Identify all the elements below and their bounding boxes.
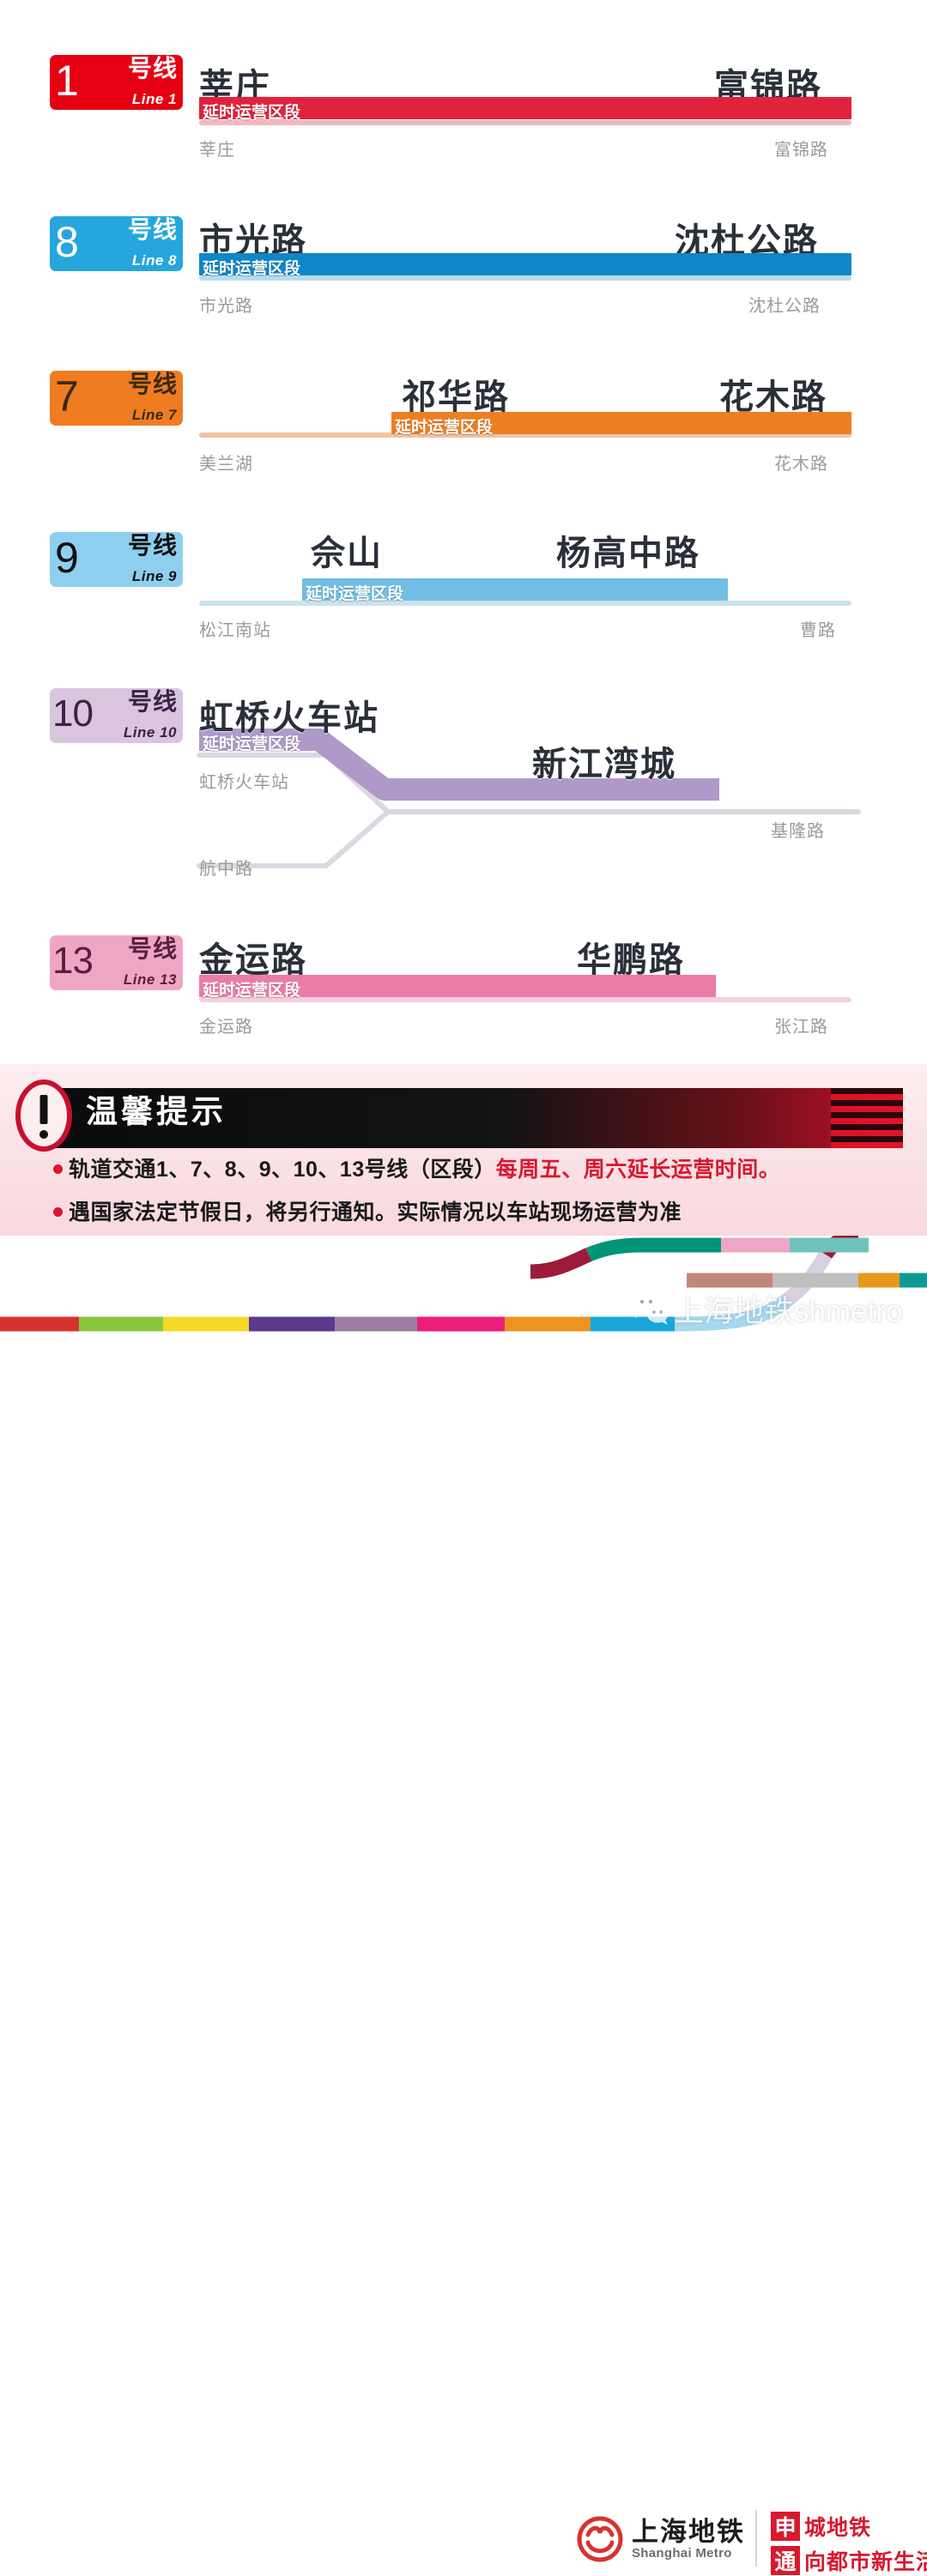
line-badge-hao: 号线	[127, 216, 178, 243]
terminus-start-label-13: 金运路	[199, 1018, 253, 1037]
line-badge-number: 1	[55, 57, 79, 105]
tagline-row-2: 通 向都市新生活	[771, 2545, 927, 2576]
notice-title: 温馨提示	[86, 1094, 227, 1129]
tagline-rest-2: 向都市新生活	[804, 2550, 927, 2574]
footer-tagline: 申 城地铁 通 向都市新生活	[771, 2511, 927, 2576]
line-badge-en: Line 13	[123, 971, 177, 988]
terminus-end-label-9: 曹路	[800, 621, 836, 640]
line-badge-1: 1 号线 Line 1	[50, 55, 183, 110]
extended-segment-label-7: 延时运营区段	[395, 419, 494, 437]
notice-title-bar	[33, 1088, 903, 1148]
line-badge-7: 7 号线 Line 7	[50, 371, 183, 426]
extended-segment-label-10: 延时运营区段	[203, 735, 301, 753]
line-badge-hao: 号线	[127, 688, 178, 715]
terminus-start2-label-10: 航中路	[199, 860, 253, 879]
exclamation-icon	[15, 1079, 72, 1152]
ext-end-station-7: 花木路	[719, 378, 827, 416]
line-badge-hao: 号线	[127, 935, 178, 962]
extended-segment-label-1: 延时运营区段	[203, 104, 301, 122]
ext-end-station-9: 杨高中路	[556, 535, 700, 572]
line-badge-en: Line 8	[131, 252, 177, 269]
line-badge-number: 8	[55, 218, 79, 266]
line-badge-en: Line 7	[131, 407, 177, 423]
notice-bullet-1-plain: 轨道交通1、7、8、9、10、13号线（区段）	[69, 1158, 496, 1182]
line-badge-13: 13 号线 Line 13	[50, 935, 183, 990]
extended-segment-bar-8	[199, 253, 851, 275]
metro-color-ribbon	[0, 1236, 927, 1332]
logo-text-block: 上海地铁 Shanghai Metro	[632, 2518, 745, 2561]
logo-title-en: Shanghai Metro	[632, 2546, 732, 2561]
terminus-start-label-1: 莘庄	[199, 141, 235, 160]
tagline-rest-1: 城地铁	[804, 2516, 872, 2540]
terminus-start-label-9: 松江南站	[199, 621, 271, 640]
line-full-rule-8	[199, 275, 851, 281]
extended-segment-bar-1	[199, 97, 851, 119]
extended-segment-bar-7	[391, 412, 851, 434]
line-badge-number: 9	[55, 534, 79, 582]
extended-segment-label-8: 延时运营区段	[203, 260, 301, 278]
bullet-dot	[53, 1207, 63, 1217]
terminus-end-label-13: 张江路	[774, 1018, 828, 1037]
terminus-end-label-8: 沈杜公路	[748, 297, 821, 316]
line-full-rule-7	[199, 432, 851, 438]
terminus-start-label-10: 虹桥火车站	[199, 773, 289, 792]
shanghai-metro-logo: 上海地铁 Shanghai Metro	[577, 2516, 745, 2562]
line-badge-number: 7	[55, 372, 79, 420]
terminus-end-label-7: 花木路	[774, 455, 828, 474]
ext-end-station-13: 华鹏路	[577, 941, 685, 979]
line-badge-10: 10 号线 Line 10	[50, 688, 183, 743]
extended-segment-bar-9	[302, 578, 728, 601]
metro-lines-panel: 1 号线 Line 1 莘庄 富锦路 延时运营区段 莘庄 富锦路 8 号线 Li…	[0, 0, 927, 1064]
line-badge-number: 10	[52, 692, 94, 735]
metro-logo-icon	[577, 2516, 623, 2562]
line-badge-en: Line 1	[131, 91, 177, 107]
line-badge-en: Line 9	[131, 568, 177, 584]
notice-bullet-1: 轨道交通1、7、8、9、10、13号线（区段）每周五、周六延长运营时间。	[69, 1152, 780, 1183]
ext-start-station-13: 金运路	[199, 941, 307, 979]
line-badge-9: 9 号线 Line 9	[50, 532, 183, 587]
ext-start-station-7: 祁华路	[402, 378, 510, 416]
terminus-end-label-1: 富锦路	[774, 141, 828, 160]
footer-divider	[755, 2510, 757, 2567]
ext-start-station-10: 虹桥火车站	[199, 699, 379, 737]
line-full-rule-1	[199, 120, 851, 125]
line-badge-number: 13	[52, 940, 94, 982]
line-full-rule-9	[199, 601, 851, 606]
notice-bullet-1-emphasis: 每周五、周六延长运营时间。	[495, 1158, 781, 1182]
line-badge-hao: 号线	[127, 371, 178, 397]
notice-panel	[0, 1064, 927, 2115]
tagline-row-1: 申 城地铁	[771, 2511, 921, 2542]
line-badge-hao: 号线	[127, 55, 178, 82]
tagline-char-2: 通	[771, 2546, 800, 2575]
footer: 上海地铁 Shanghai Metro 申 城地铁 通 向都市新生活	[0, 1236, 927, 2575]
line-10-branch-diagram	[197, 729, 861, 868]
extended-segment-bar-13	[199, 975, 716, 997]
extended-segment-label-9: 延时运营区段	[306, 585, 404, 603]
terminus-end-label-10: 基隆路	[771, 822, 825, 841]
ext-start-station-9: 佘山	[311, 535, 383, 572]
tagline-char-1: 申	[771, 2512, 800, 2541]
line-badge-8: 8 号线 Line 8	[50, 216, 183, 271]
bullet-dot	[53, 1164, 63, 1174]
terminus-start-label-8: 市光路	[199, 297, 253, 316]
logo-title-cn: 上海地铁	[632, 2517, 745, 2547]
extended-segment-label-13: 延时运营区段	[203, 982, 301, 1000]
ext-end-station-10: 新江湾城	[532, 746, 676, 783]
notice-bullet-2: 遇国家法定节假日，将另行通知。实际情况以车站现场运营为准	[69, 1200, 682, 1225]
checkerboard-decoration	[831, 1088, 903, 1148]
line-full-rule-13	[199, 997, 851, 1002]
line-badge-en: Line 10	[123, 724, 177, 741]
line-badge-hao: 号线	[127, 532, 178, 559]
terminus-start-label-7: 美兰湖	[199, 455, 253, 474]
